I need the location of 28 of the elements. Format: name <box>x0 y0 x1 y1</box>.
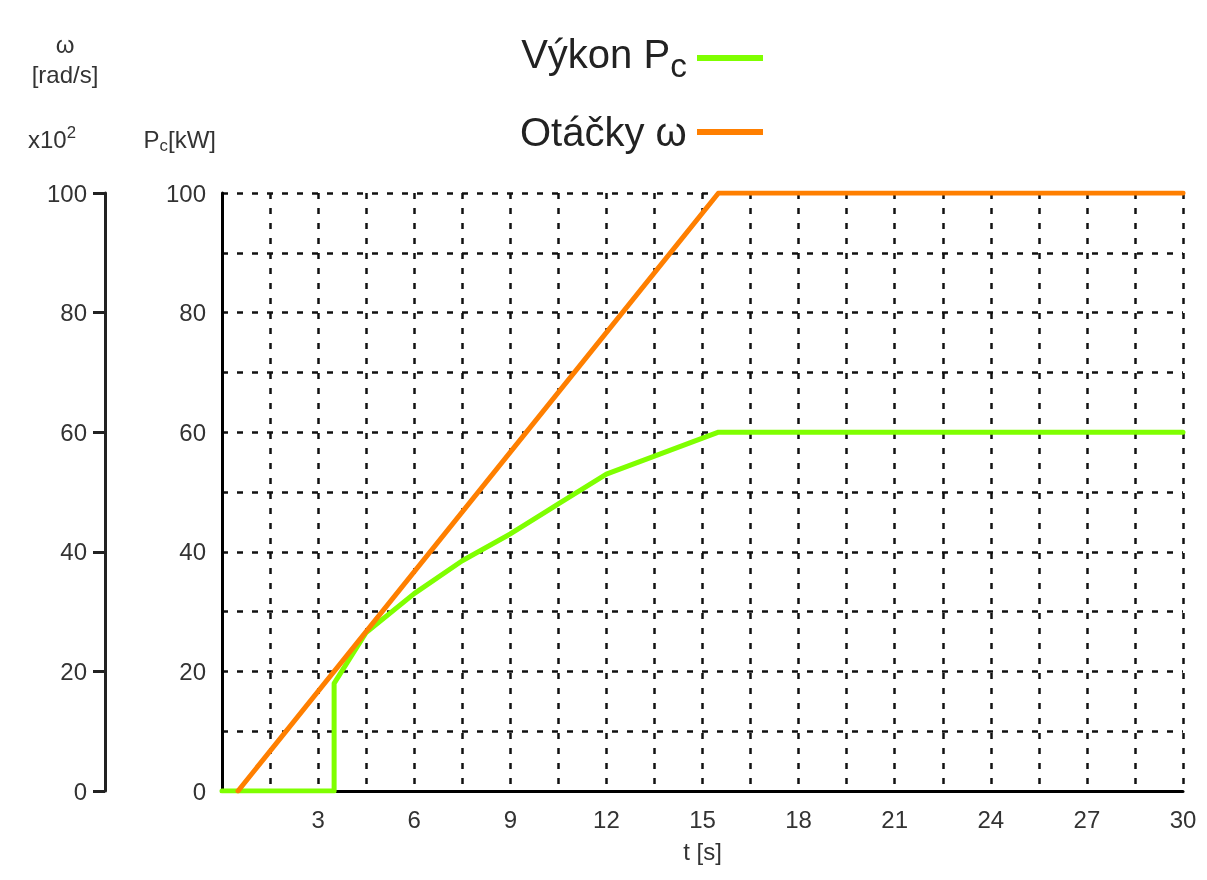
x-tick-label: 27 <box>1073 805 1101 833</box>
y2-tick-label: 40 <box>179 538 206 566</box>
y-tick-label: 80 <box>60 299 87 327</box>
legend-label: Otáčky ω <box>520 109 687 155</box>
y-tick-label: 20 <box>60 657 87 685</box>
y2-tick-label: 0 <box>192 777 206 805</box>
text: x10$^{2}$ <box>28 122 77 155</box>
y2-tick-label: 20 <box>179 657 206 685</box>
x-tick-label: 12 <box>593 805 620 833</box>
x-tick-label: 18 <box>785 805 812 833</box>
x-tick-label: 15 <box>689 805 716 833</box>
y2-tick-label: 60 <box>179 418 206 446</box>
y2-tick-label: 80 <box>179 299 206 327</box>
x-tick-label: 6 <box>407 805 421 833</box>
x-axis-title: t [s] <box>682 837 723 867</box>
x-tick-label: 21 <box>881 805 909 833</box>
x-tick-label: 9 <box>503 805 517 833</box>
x-tick-label: 24 <box>977 805 1005 833</box>
x-tick-label: 3 <box>311 805 325 833</box>
y-tick-label: 60 <box>60 418 87 446</box>
y-tick-label: 40 <box>60 538 87 566</box>
y2-axis-title: P$_{c}$[kW] <box>143 125 216 155</box>
legend-label: Výkon P$_{c}$ <box>521 31 687 85</box>
y-tick-label: 100 <box>46 179 87 207</box>
y-axis-title: ω [rad/s] <box>30 30 100 90</box>
y-tick-label: 0 <box>73 777 87 805</box>
y2-tick-label: 100 <box>165 179 206 207</box>
x-tick-label: 30 <box>1169 805 1197 833</box>
